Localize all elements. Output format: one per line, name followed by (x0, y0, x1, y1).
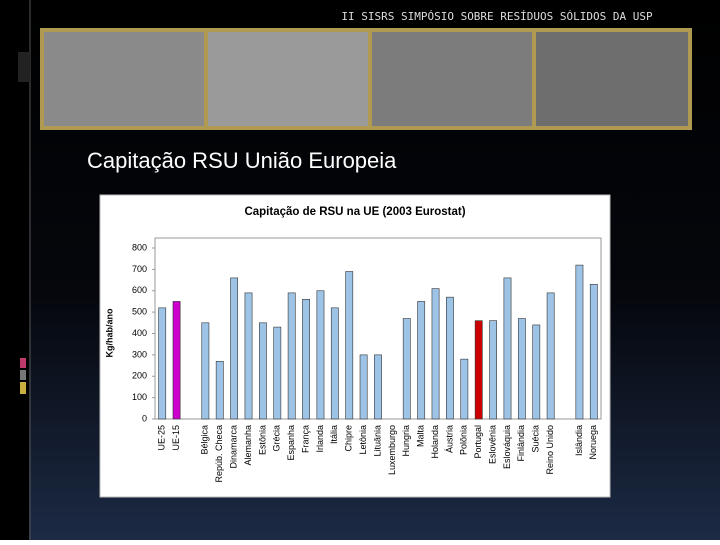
bar (345, 271, 354, 420)
y-tick-label: 800 (132, 242, 147, 252)
bar (302, 298, 310, 420)
side-block (18, 52, 30, 82)
bar (287, 292, 296, 420)
x-tick-label: Polônia (459, 425, 469, 455)
bar (330, 307, 339, 420)
y-tick-label: 0 (142, 413, 147, 423)
y-tick-label: 100 (132, 392, 147, 402)
x-tick-label: França (300, 425, 310, 453)
x-tick-label: Áustria (444, 425, 454, 453)
y-axis-label: Kg/hab/ano (104, 308, 114, 358)
side-marker (20, 370, 26, 380)
bar (417, 301, 426, 420)
x-tick-label: Lituânia (372, 425, 382, 457)
y-tick-label: 600 (132, 285, 147, 295)
y-tick-label: 400 (132, 328, 147, 338)
x-tick-label: Itália (329, 425, 339, 444)
chart-title: Capitação de RSU na UE (2003 Eurostat) (244, 206, 465, 218)
x-tick-label: Irlanda (315, 425, 325, 453)
x-tick-label: Hungria (401, 425, 411, 457)
photo (372, 32, 532, 126)
x-tick-label: Portugal (473, 425, 483, 459)
x-tick-label: Reino Unido (545, 425, 555, 475)
x-tick-label: Noruega (588, 425, 598, 460)
x-tick-label: Dinamarca (229, 425, 239, 469)
x-tick-label: Estônia (257, 425, 267, 455)
x-tick-label: Bélgica (200, 425, 210, 455)
bar (532, 324, 541, 420)
bar (215, 360, 224, 420)
x-tick-label: Eslovênia (487, 425, 497, 464)
y-tick-label: 500 (132, 307, 147, 317)
x-tick-label: Eslováquia (502, 425, 512, 469)
bar (460, 358, 469, 420)
x-tick-label: Grécia (272, 425, 282, 452)
photo (208, 32, 368, 126)
x-tick-label: UE-25 (157, 425, 167, 451)
y-tick-label: 200 (132, 371, 147, 381)
x-tick-label: Luxemburgo (387, 425, 397, 475)
photo (536, 32, 688, 126)
bar (158, 307, 167, 420)
bar (503, 277, 512, 420)
y-tick-label: 700 (132, 264, 147, 274)
bar (489, 320, 497, 420)
slide-header: II SISRS SIMPÓSIO SOBRE RESÍDUOS SÓLIDOS… (341, 10, 653, 23)
bar (359, 354, 368, 420)
bar (316, 290, 325, 420)
x-tick-label: Finlândia (516, 425, 526, 462)
bar (259, 322, 267, 420)
bar (402, 318, 411, 420)
bar (273, 326, 282, 420)
bar (575, 264, 584, 420)
bar (589, 284, 598, 420)
bar (546, 292, 555, 420)
x-tick-label: Malta (416, 425, 426, 447)
bar (474, 320, 483, 420)
x-tick-label: Chipre (344, 425, 354, 452)
x-tick-label: Espanha (286, 425, 296, 461)
y-tick-label: 300 (132, 349, 147, 359)
x-tick-label: Repúb. Checa (214, 425, 224, 483)
x-tick-label: UE-15 (171, 425, 181, 451)
bar (431, 288, 440, 420)
x-tick-label: Letônia (358, 425, 368, 455)
bar (244, 292, 253, 420)
side-strip (0, 0, 29, 540)
x-tick-label: Islândia (574, 425, 584, 456)
bar (172, 301, 181, 420)
x-tick-label: Alemanha (243, 425, 253, 466)
x-tick-label: Holanda (430, 425, 440, 459)
bar (446, 296, 454, 420)
bar (517, 318, 526, 420)
side-marker (20, 382, 26, 394)
x-tick-label: Suécia (531, 425, 541, 453)
bar (201, 322, 210, 420)
bar (230, 277, 239, 420)
slide-title: Capitação RSU União Europeia (87, 148, 397, 173)
bar (374, 354, 382, 420)
side-marker (20, 358, 26, 368)
photo (44, 32, 204, 126)
